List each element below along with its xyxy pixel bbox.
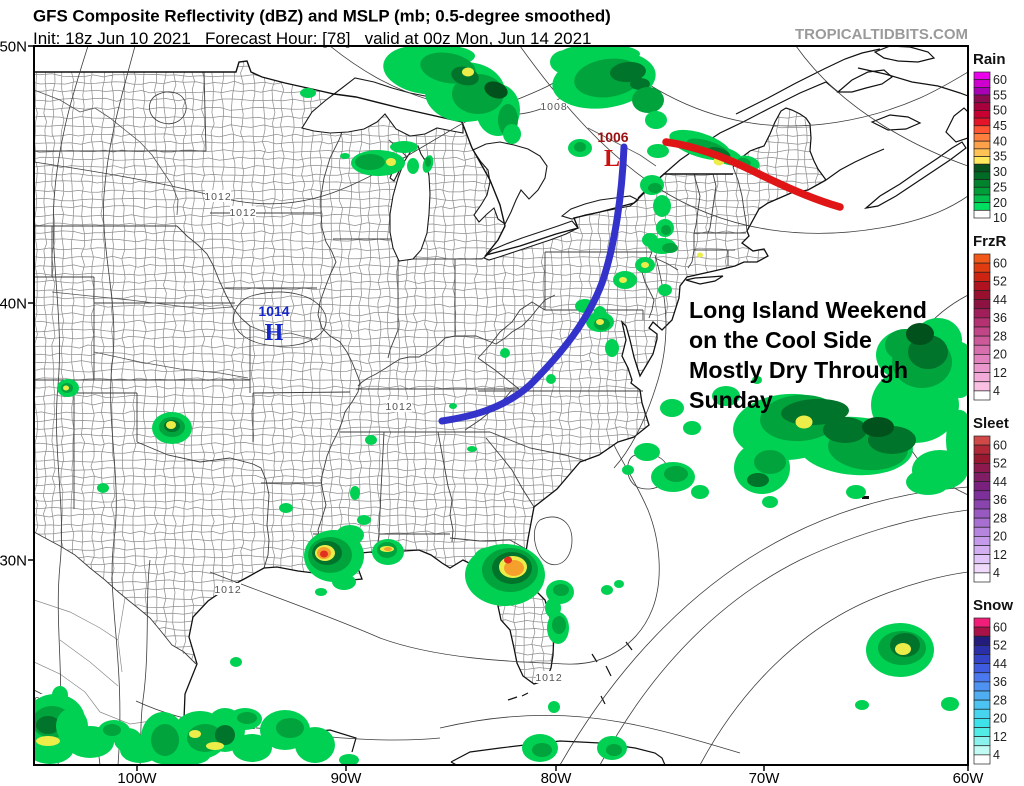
svg-text:44: 44 xyxy=(993,657,1007,671)
svg-text:1012: 1012 xyxy=(535,672,562,684)
svg-text:1006: 1006 xyxy=(597,129,628,145)
svg-text:1014: 1014 xyxy=(258,303,289,319)
svg-text:25: 25 xyxy=(993,181,1007,195)
svg-text:28: 28 xyxy=(993,693,1007,707)
svg-text:50: 50 xyxy=(993,104,1007,118)
svg-text:36: 36 xyxy=(993,675,1007,689)
svg-text:40: 40 xyxy=(993,134,1007,148)
svg-text:Sunday: Sunday xyxy=(689,387,773,413)
svg-text:28: 28 xyxy=(993,511,1007,525)
svg-text:70W: 70W xyxy=(749,770,781,786)
svg-text:52: 52 xyxy=(993,639,1007,653)
svg-text:12: 12 xyxy=(993,366,1007,380)
svg-text:1008: 1008 xyxy=(540,101,567,113)
svg-text:4: 4 xyxy=(993,748,1000,762)
svg-text:on the Cool Side: on the Cool Side xyxy=(689,327,872,353)
svg-text:28: 28 xyxy=(993,329,1007,343)
svg-text:80W: 80W xyxy=(541,770,573,786)
svg-text:36: 36 xyxy=(993,493,1007,507)
svg-text:44: 44 xyxy=(993,475,1007,489)
svg-text:TROPICALTIDBITS.COM: TROPICALTIDBITS.COM xyxy=(795,26,968,43)
svg-text:60W: 60W xyxy=(953,770,985,786)
svg-text:20: 20 xyxy=(993,348,1007,362)
svg-text:60: 60 xyxy=(993,438,1007,452)
svg-text:55: 55 xyxy=(993,88,1007,102)
svg-text:1012: 1012 xyxy=(204,191,231,203)
svg-text:60: 60 xyxy=(993,620,1007,634)
svg-text:1012: 1012 xyxy=(214,584,241,596)
svg-text:Snow: Snow xyxy=(973,597,1013,614)
svg-text:4: 4 xyxy=(993,566,1000,580)
svg-text:Long Island Weekend: Long Island Weekend xyxy=(689,297,927,323)
svg-text:Rain: Rain xyxy=(973,51,1006,68)
svg-text:45: 45 xyxy=(993,119,1007,133)
svg-text:FrzR: FrzR xyxy=(973,233,1007,250)
svg-text:44: 44 xyxy=(993,293,1007,307)
svg-text:30: 30 xyxy=(993,165,1007,179)
svg-text:40N: 40N xyxy=(0,296,27,313)
svg-text:52: 52 xyxy=(993,457,1007,471)
svg-text:H: H xyxy=(265,320,284,346)
svg-text:30N: 30N xyxy=(0,553,27,570)
svg-text:60: 60 xyxy=(993,256,1007,270)
svg-text:Init: 18z Jun 10 2021 Foreca: Init: 18z Jun 10 2021 Forecast Hour: [78… xyxy=(33,29,592,48)
svg-text:12: 12 xyxy=(993,548,1007,562)
svg-text:12: 12 xyxy=(993,730,1007,744)
svg-text:10: 10 xyxy=(993,211,1007,225)
svg-text:36: 36 xyxy=(993,311,1007,325)
svg-text:100W: 100W xyxy=(117,770,157,786)
svg-text:GFS Composite Reflectivity (dB: GFS Composite Reflectivity (dBZ) and MSL… xyxy=(33,7,611,26)
svg-text:1012: 1012 xyxy=(229,207,256,219)
svg-text:20: 20 xyxy=(993,712,1007,726)
svg-text:L: L xyxy=(604,146,620,172)
svg-text:60: 60 xyxy=(993,73,1007,87)
svg-text:1012: 1012 xyxy=(385,401,412,413)
svg-text:35: 35 xyxy=(993,150,1007,164)
svg-text:50N: 50N xyxy=(0,39,27,56)
svg-text:Sleet: Sleet xyxy=(973,415,1009,432)
svg-text:4: 4 xyxy=(993,384,1000,398)
svg-text:20: 20 xyxy=(993,196,1007,210)
svg-text:90W: 90W xyxy=(331,770,363,786)
svg-text:52: 52 xyxy=(993,275,1007,289)
svg-text:20: 20 xyxy=(993,530,1007,544)
svg-text:Mostly Dry Through: Mostly Dry Through xyxy=(689,357,908,383)
